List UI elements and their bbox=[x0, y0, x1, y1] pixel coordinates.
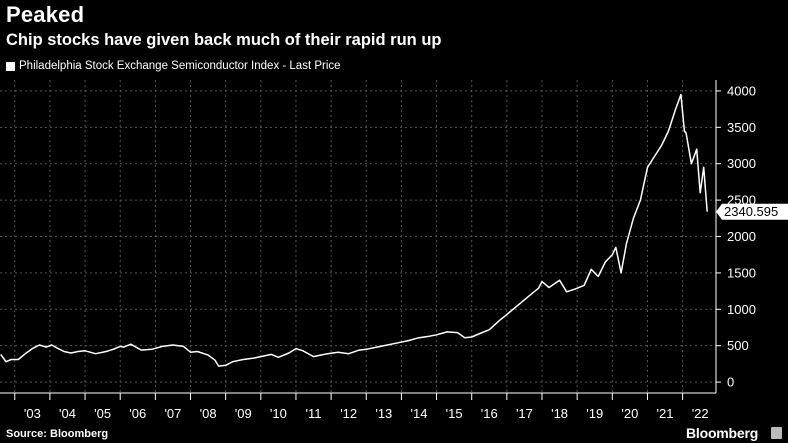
x-tick-label: '15 bbox=[446, 406, 463, 421]
x-tick-label: '17 bbox=[516, 406, 533, 421]
y-tick-label: 4000 bbox=[727, 83, 756, 98]
grid bbox=[0, 80, 716, 393]
x-tick-label: '14 bbox=[411, 406, 428, 421]
y-tick-label: 3500 bbox=[727, 120, 756, 135]
x-tick-label: '03 bbox=[24, 406, 41, 421]
x-tick-label: '22 bbox=[692, 406, 709, 421]
x-tick-label: '16 bbox=[481, 406, 498, 421]
x-tick-label: '13 bbox=[375, 406, 392, 421]
brand-logo: Bloomberg bbox=[686, 425, 759, 441]
legend: Philadelphia Stock Exchange Semiconducto… bbox=[6, 60, 341, 72]
bloomberg-terminal-icon bbox=[771, 427, 782, 439]
x-tick-label: '20 bbox=[621, 406, 638, 421]
y-tick-label: 1000 bbox=[727, 302, 756, 317]
y-tick-label: 3000 bbox=[727, 156, 756, 171]
x-tick-label: '21 bbox=[657, 406, 674, 421]
y-tick-label: 1500 bbox=[727, 265, 756, 280]
chart-title: Peaked bbox=[6, 2, 85, 27]
series-layer bbox=[0, 93, 708, 367]
x-tick-label: '06 bbox=[129, 406, 146, 421]
x-tick-label: '11 bbox=[306, 406, 322, 421]
last-value-label: 2340.595 bbox=[724, 204, 778, 219]
source-note: Source: Bloomberg bbox=[6, 428, 109, 440]
legend-swatch bbox=[6, 61, 15, 71]
last-value-tag bbox=[716, 203, 788, 220]
y-tick-label: 0 bbox=[727, 375, 734, 390]
y-tick-label: 2000 bbox=[727, 229, 756, 244]
chart-subtitle: Chip stocks have given back much of thei… bbox=[6, 31, 442, 49]
x-tick-label: '05 bbox=[94, 406, 111, 421]
x-tick-label: '12 bbox=[340, 406, 357, 421]
x-tick-label: '18 bbox=[551, 406, 568, 421]
x-tick-label: '07 bbox=[164, 406, 181, 421]
x-axis: '03 '04 '05 '06 '07 '08 '09 '10 '11 '12 '13 '14 '15 '… bbox=[0, 392, 716, 421]
y-tick-label: 500 bbox=[727, 338, 749, 353]
x-tick-label: '04 bbox=[59, 406, 76, 421]
last-value-layer: 2340.595 bbox=[716, 203, 788, 220]
series-line bbox=[0, 93, 708, 367]
legend-label: Philadelphia Stock Exchange Semiconducto… bbox=[19, 60, 341, 72]
x-tick-label: '19 bbox=[586, 406, 603, 421]
x-tick-label: '08 bbox=[200, 406, 217, 421]
x-tick-label: '10 bbox=[270, 406, 287, 421]
x-tick-label: '09 bbox=[235, 406, 252, 421]
